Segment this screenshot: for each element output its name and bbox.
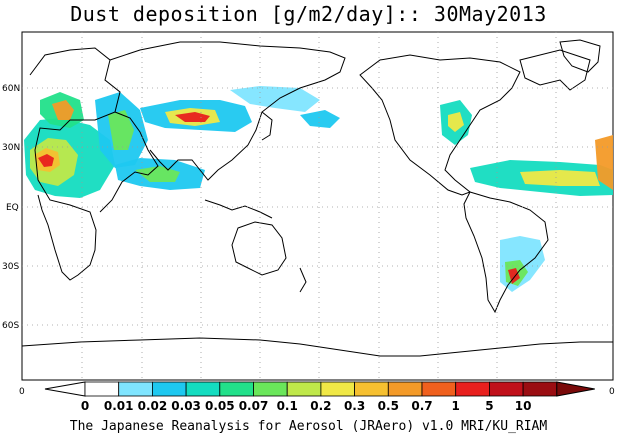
- lat-lon-grid: [22, 32, 613, 380]
- colorbar-swatch: [387, 381, 423, 397]
- latitude-labels: 60N 30N EQ 30S 60S: [2, 84, 20, 331]
- footer-credit: The Japanese Reanalysis for Aerosol (JRA…: [69, 419, 548, 434]
- colorbar-swatch: [354, 381, 389, 397]
- colorbar-label: 0.03: [171, 399, 201, 413]
- lat-label-30s: 30S: [2, 262, 19, 272]
- dust-patch: [448, 112, 464, 132]
- lat-label-60s: 60S: [2, 321, 19, 331]
- colorbar-label: 5: [485, 399, 493, 413]
- colorbar-swatch: [84, 381, 120, 397]
- colorbar-left-arrow: [44, 381, 86, 397]
- colorbar-swatch: [421, 381, 457, 397]
- colorbar-label: 0.5: [378, 399, 399, 413]
- map-title: Dust deposition [g/m2/day]:: 30May2013: [70, 2, 547, 26]
- dust-patch: [135, 166, 180, 182]
- colorbar-swatch: [320, 381, 355, 397]
- colorbar-label: 0.05: [205, 399, 235, 413]
- colorbar-label: 1: [452, 399, 460, 413]
- lat-label-30n: 30N: [2, 143, 20, 153]
- dust-patch: [175, 112, 210, 122]
- dust-patch: [108, 110, 134, 150]
- colorbar-labels: 0 0.01 0.02 0.03 0.05 0.07 0.1 0.2 0.3 0.5 0.7 1 5 10: [81, 399, 532, 413]
- dust-deposition-field: [24, 86, 613, 292]
- colorbar-swatch: [219, 381, 254, 397]
- colorbar-swatch: [522, 381, 558, 397]
- dust-patch: [230, 86, 320, 112]
- dust-patch: [508, 268, 520, 284]
- colorbar-swatch: [253, 381, 288, 397]
- colorbar-label: 10: [515, 399, 532, 413]
- colorbar-swatch: [286, 381, 322, 397]
- lon-label-right: 0: [609, 387, 615, 397]
- colorbar-label: 0.3: [344, 399, 365, 413]
- colorbar-swatch: [185, 381, 221, 397]
- colorbar-label: 0.7: [411, 399, 432, 413]
- colorbar: [44, 381, 595, 397]
- colorbar-swatch: [151, 381, 187, 397]
- colorbar-right-arrow: [556, 381, 595, 397]
- dust-patch: [300, 110, 340, 128]
- colorbar-swatch: [488, 381, 524, 397]
- dust-patch: [520, 170, 600, 186]
- coastlines: [21, 39, 613, 357]
- lat-label-60n: 60N: [2, 84, 20, 94]
- lon-label-left: 0: [19, 387, 25, 397]
- colorbar-label: 0.1: [277, 399, 298, 413]
- colorbar-label: 0.2: [310, 399, 331, 413]
- colorbar-label: 0.02: [138, 399, 168, 413]
- dust-patch: [595, 135, 613, 190]
- dust-patch: [38, 154, 54, 167]
- colorbar-swatch: [118, 381, 153, 397]
- dust-patch: [52, 100, 74, 120]
- colorbar-label: 0.01: [104, 399, 134, 413]
- colorbar-label: 0.07: [239, 399, 269, 413]
- map-frame: [21, 31, 614, 381]
- lat-label-eq: EQ: [6, 203, 19, 213]
- colorbar-swatch: [455, 381, 490, 397]
- colorbar-label: 0: [81, 399, 89, 413]
